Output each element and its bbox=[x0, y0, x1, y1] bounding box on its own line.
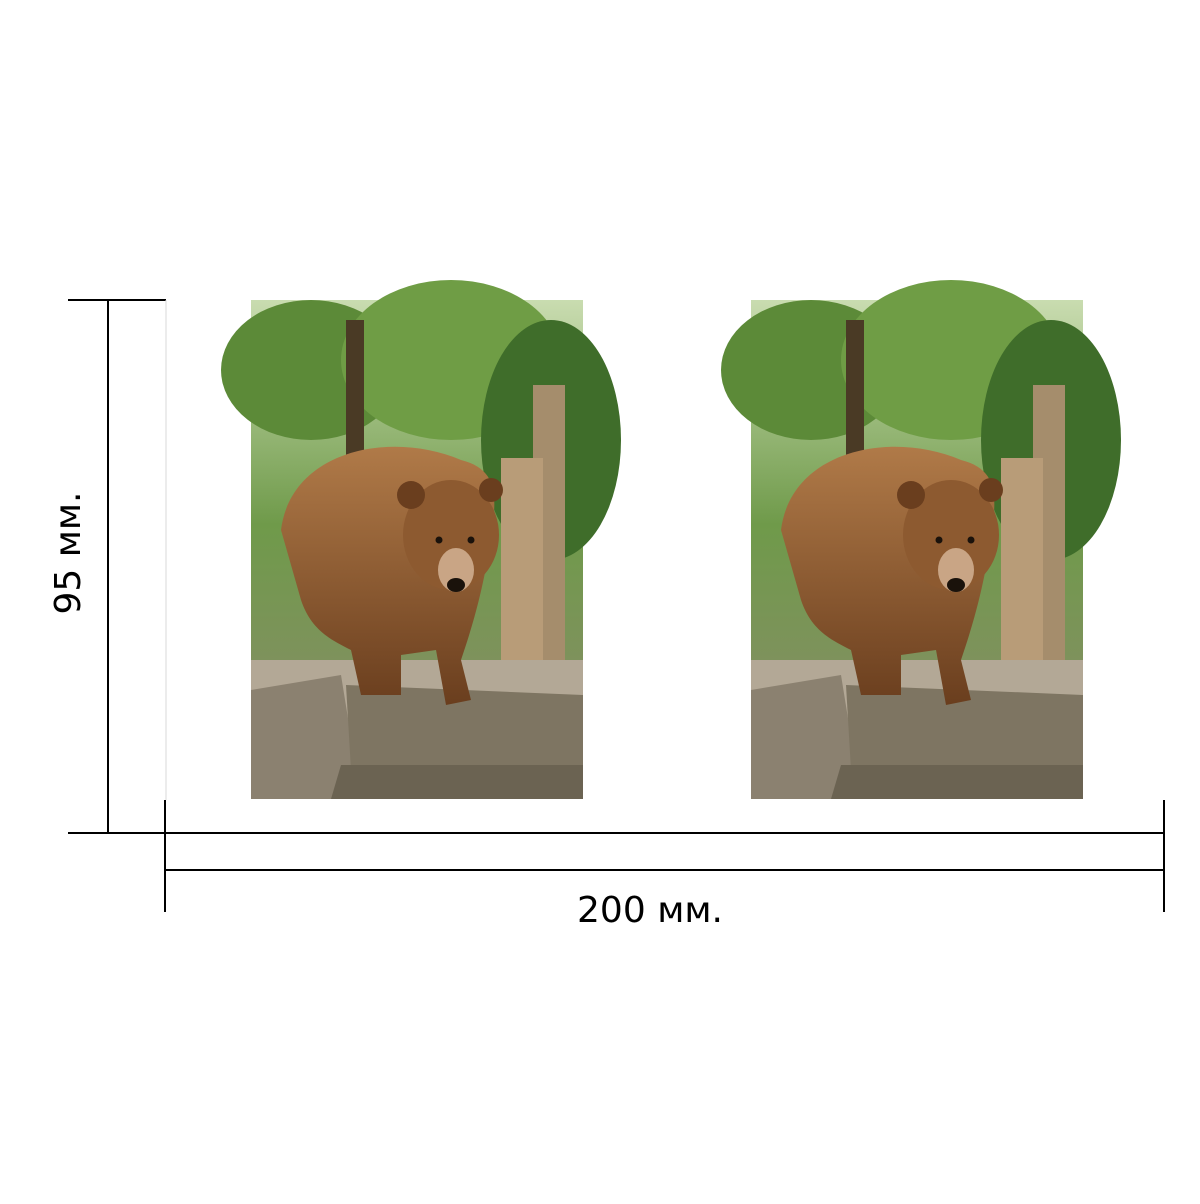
width-label: 200 мм. bbox=[577, 890, 723, 931]
height-dimension bbox=[68, 299, 166, 834]
print-image-right bbox=[721, 280, 1121, 799]
print-image-left bbox=[221, 280, 621, 799]
height-label: 95 мм. bbox=[48, 491, 89, 614]
width-dimension bbox=[164, 800, 1165, 912]
